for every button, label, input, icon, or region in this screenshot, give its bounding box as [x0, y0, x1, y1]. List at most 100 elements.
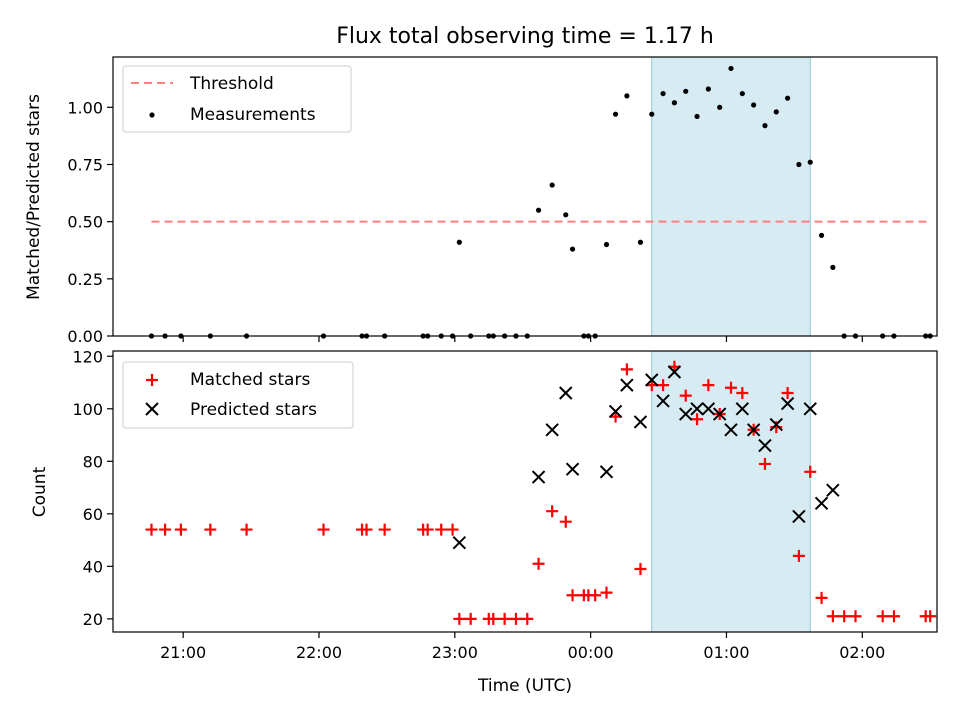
predicted-star-point: [452, 536, 467, 550]
bottom-y-tick-label: 60: [83, 505, 103, 524]
measurement-point: [717, 104, 723, 110]
matched-star-point: [792, 549, 805, 562]
x-tick-label: 01:00: [703, 643, 749, 662]
predicted-star-point: [656, 394, 670, 408]
matched-star-point: [634, 562, 647, 575]
predicted-star-point: [826, 483, 840, 497]
top-y-tick-label: 0.00: [67, 327, 103, 346]
measurement-point: [739, 90, 745, 97]
matched-star-point: [781, 387, 794, 400]
measurement-point: [603, 241, 610, 248]
top-y-axis-label: Matched/Predicted stars: [24, 94, 44, 300]
matched-star-point: [758, 457, 771, 470]
matched-star-point: [725, 381, 737, 394]
x-tick-label: 21:00: [160, 643, 206, 662]
matched-star-point: [204, 523, 217, 536]
bottom-y-tick-label: 20: [83, 610, 103, 629]
matched-star-point: [453, 612, 466, 625]
bottom-y-tick-label: 120: [72, 347, 103, 366]
bottom-legend-box: [122, 361, 354, 429]
bottom-y-tick-label: 100: [72, 400, 103, 419]
predicted-star-point: [780, 396, 795, 411]
predicted-star-point: [724, 423, 738, 437]
matched-star-point: [876, 610, 889, 623]
measurement-point: [694, 113, 700, 120]
predicted-star-point: [599, 465, 614, 479]
predicted-star-point: [633, 415, 648, 429]
legend-predicted-swatch: [145, 402, 159, 416]
measurement-point: [535, 207, 542, 213]
matched-star-point: [421, 523, 434, 536]
matched-star-point: [240, 523, 253, 536]
matched-star-point: [887, 610, 900, 623]
x-tick-label: 02:00: [839, 643, 885, 662]
legend-matched-label: Matched stars: [190, 370, 310, 390]
matched-star-point: [487, 612, 500, 625]
bottom-legend: Matched stars Predicted stars: [122, 361, 354, 429]
top-x-ticks: [182, 336, 863, 342]
measurement-point: [456, 239, 462, 245]
measurement-point: [796, 161, 802, 168]
top-y-tick-label: 1.00: [67, 98, 103, 117]
measurement-point: [649, 111, 655, 117]
bottom-y-tick-label: 80: [83, 452, 103, 471]
bottom-shaded-interval: [651, 350, 811, 633]
matched-star-point: [566, 589, 579, 602]
predicted-star-point: [565, 462, 580, 476]
legend-measurements-label: Measurements: [190, 105, 316, 125]
chart-title: Flux total observing time = 1.17 h: [336, 24, 714, 49]
matched-star-point: [435, 523, 448, 536]
matched-star-point: [498, 612, 511, 625]
legend-measurements-swatch: [149, 112, 155, 118]
predicted-star-point: [792, 509, 806, 524]
matched-star-point: [360, 523, 373, 536]
top-panel: 0.00 0.25 0.50 0.75 1.00 Matched/Predicted s…: [24, 56, 938, 346]
legend-matched-swatch: [146, 374, 158, 386]
measurement-point: [728, 65, 734, 72]
matched-star-point: [446, 523, 459, 536]
measurement-point: [660, 90, 666, 97]
matched-star-point: [924, 610, 937, 623]
predicted-star-point: [667, 365, 682, 379]
top-legend-box: [122, 65, 352, 133]
measurement-point: [549, 182, 555, 188]
x-tick-label: 23:00: [432, 643, 478, 662]
legend-threshold-label: Threshold: [189, 74, 274, 94]
matched-star-point: [521, 612, 534, 625]
predicted-star-point: [814, 496, 829, 511]
matched-star-point: [546, 505, 559, 518]
matched-star-point: [702, 379, 715, 392]
matched-star-point: [509, 612, 522, 625]
matched-star-point: [174, 523, 187, 536]
measurement-point: [569, 246, 576, 252]
measurement-point: [818, 232, 825, 238]
measurement-point: [751, 102, 757, 108]
x-tick-label: 22:00: [296, 643, 342, 662]
top-shaded-interval: [651, 56, 811, 337]
matched-star-point: [849, 610, 862, 623]
predicted-star-point: [803, 402, 817, 416]
matched-star-point: [159, 523, 172, 536]
matched-star-point: [600, 586, 613, 599]
matched-star-point: [532, 557, 545, 570]
matched-star-point: [736, 387, 749, 400]
measurement-point: [705, 86, 711, 92]
measurement-point: [612, 111, 619, 117]
measurement-point: [807, 159, 813, 165]
matched-star-point: [378, 523, 391, 536]
predicted-star-point: [559, 386, 573, 400]
bottom-x-ticks: 21:00 22:00 23:00 00:00 01:00 02:00: [160, 632, 885, 662]
measurement-point: [784, 95, 791, 101]
matched-star-point: [838, 610, 851, 623]
predicted-star-point: [701, 402, 716, 416]
predicted-star-point: [712, 407, 727, 421]
matched-star-point: [826, 610, 839, 623]
matched-star-point: [589, 589, 602, 602]
matched-star-point: [679, 389, 692, 402]
matched-star-point: [815, 591, 828, 604]
measurement-point: [830, 264, 836, 270]
measurement-point: [762, 123, 768, 129]
bottom-panel: 20 40 60 80 100 120 21:00 22:00 23:00 00:00 01:00…: [30, 347, 938, 696]
predicted-star-point: [690, 402, 704, 416]
